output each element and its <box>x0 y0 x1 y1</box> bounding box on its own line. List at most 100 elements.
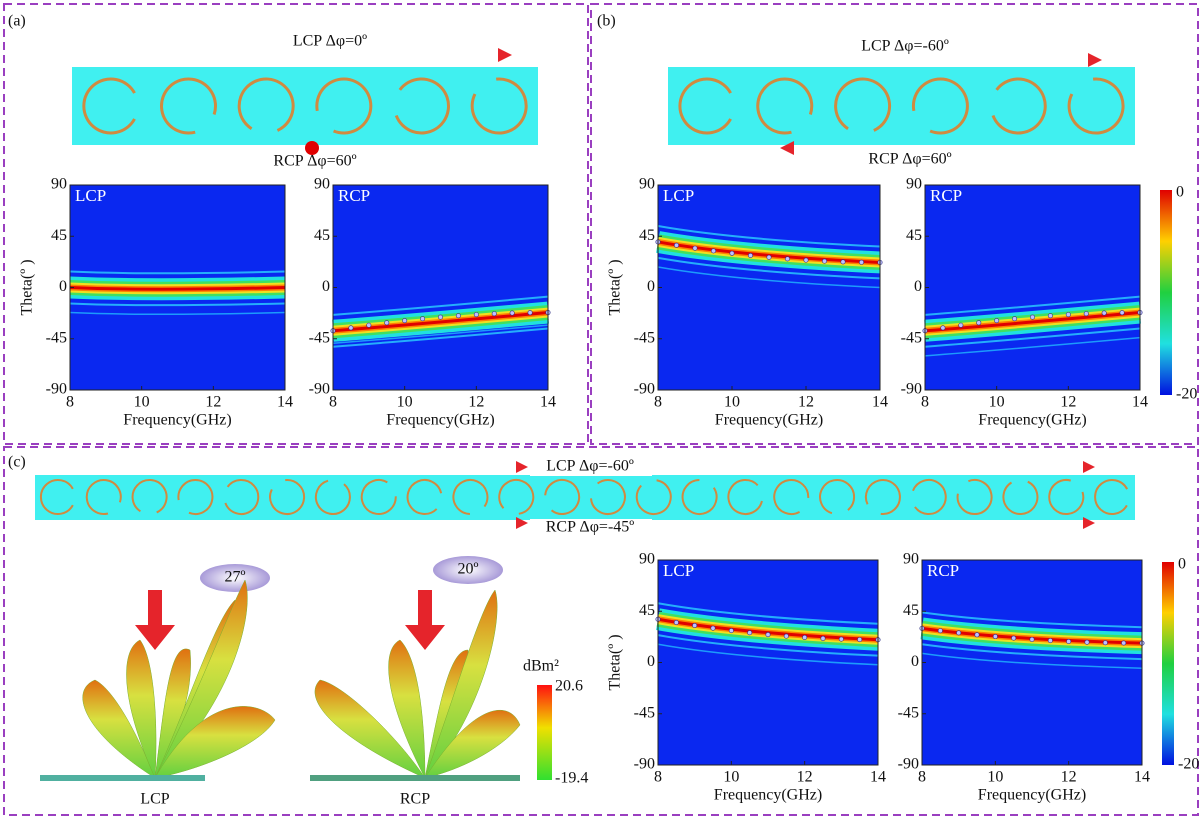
panel-label: (b) <box>597 13 616 30</box>
split-ring <box>678 77 732 135</box>
x-tick-label: 14 <box>1132 394 1148 411</box>
sim-point <box>437 314 443 320</box>
split-ring <box>406 479 443 515</box>
x-tick-label: 10 <box>723 769 739 786</box>
sim-point <box>1047 638 1053 644</box>
phase-label: RCP Δφ=60º <box>868 151 951 168</box>
phase-label: RCP Δφ=-45º <box>546 519 635 536</box>
heatmap <box>922 560 1142 765</box>
sim-point <box>1029 636 1035 642</box>
heatmap-band <box>657 266 881 289</box>
colorbar-min: -20 <box>1178 756 1199 773</box>
split-ring <box>82 77 136 135</box>
heatmap-band <box>921 643 1143 661</box>
y-tick-label: -45 <box>46 329 67 346</box>
sim-point <box>1066 638 1072 644</box>
split-ring <box>864 479 901 515</box>
sim-point <box>974 632 980 638</box>
x-tick-label: 10 <box>724 394 740 411</box>
split-ring <box>315 77 373 135</box>
y-axis-title: Theta(º ) <box>19 259 36 315</box>
phase-label: RCP Δφ=60º <box>273 153 356 170</box>
x-tick-label: 12 <box>798 394 814 411</box>
split-ring <box>589 479 626 515</box>
split-ring <box>544 479 581 515</box>
y-tick-label: -90 <box>634 756 655 773</box>
x-tick-label: 12 <box>1061 769 1077 786</box>
x-tick-label: 10 <box>397 394 413 411</box>
sim-point <box>1102 640 1108 646</box>
split-ring <box>224 479 260 515</box>
sim-point <box>1121 640 1127 646</box>
sim-point <box>384 320 390 326</box>
heatmap-band <box>332 324 549 345</box>
y-tick-label: -45 <box>898 704 919 721</box>
x-tick-label: 10 <box>987 769 1003 786</box>
split-ring <box>912 479 947 515</box>
heatmap-band <box>657 256 881 280</box>
heatmap-band <box>69 311 286 316</box>
y-tick-label: 90 <box>906 176 922 193</box>
split-ring <box>681 479 718 515</box>
sim-point <box>858 259 864 265</box>
x-tick-label: 12 <box>797 769 813 786</box>
plot-label: RCP <box>927 561 959 580</box>
y-tick-label: -45 <box>901 329 922 346</box>
x-tick-label: 8 <box>654 394 662 411</box>
y-tick-label: 45 <box>51 227 67 244</box>
y-tick-label: 90 <box>639 551 655 568</box>
sim-point <box>956 630 962 636</box>
y-tick-label: -90 <box>901 381 922 398</box>
y-tick-label: -90 <box>46 381 67 398</box>
split-ring <box>1067 77 1125 135</box>
sim-point <box>673 619 679 625</box>
sim-point <box>1030 314 1036 320</box>
sim-point <box>840 259 846 265</box>
x-tick-label: 14 <box>277 394 293 411</box>
x-tick-label: 10 <box>989 394 1005 411</box>
heatmap <box>925 185 1140 390</box>
colorbar <box>1160 190 1172 395</box>
metasurface <box>35 475 1135 520</box>
sim-point <box>765 632 771 638</box>
heatmap-band <box>921 652 1143 669</box>
sim-point <box>673 242 679 248</box>
split-ring <box>1094 479 1129 515</box>
y-tick-label: 0 <box>911 653 919 670</box>
rcs-unit: dBm² <box>523 658 559 675</box>
sim-point <box>692 245 698 251</box>
panel-label: (c) <box>8 454 26 471</box>
y-tick-label: 45 <box>903 602 919 619</box>
heatmap-band <box>657 643 879 666</box>
sim-point <box>784 256 790 262</box>
sim-point <box>473 312 479 318</box>
metasurface <box>72 67 538 145</box>
split-ring <box>177 479 214 515</box>
y-tick-label: 0 <box>59 278 67 295</box>
y-tick-label: 45 <box>314 227 330 244</box>
sim-point <box>710 625 716 631</box>
beam-angle: 20º <box>458 561 479 578</box>
label-bg <box>530 458 652 476</box>
split-ring <box>819 479 856 515</box>
y-tick-label: 90 <box>51 176 67 193</box>
y-tick-label: -90 <box>898 756 919 773</box>
x-tick-label: 14 <box>540 394 556 411</box>
split-ring <box>991 77 1047 135</box>
split-ring <box>314 479 351 515</box>
split-ring <box>911 77 969 135</box>
sim-point <box>783 633 789 639</box>
metasurface <box>668 67 1135 145</box>
y-tick-label: 0 <box>647 278 655 295</box>
panel-frames <box>3 3 1199 816</box>
x-tick-label: 12 <box>468 394 484 411</box>
y-tick-label: 0 <box>914 278 922 295</box>
split-ring <box>39 479 74 515</box>
sim-point <box>820 635 826 641</box>
plot-label: LCP <box>75 186 106 205</box>
heatmap-band <box>332 327 549 348</box>
x-tick-label: 8 <box>329 394 337 411</box>
colorbar-max: 0 <box>1176 184 1184 201</box>
split-ring <box>160 77 217 135</box>
